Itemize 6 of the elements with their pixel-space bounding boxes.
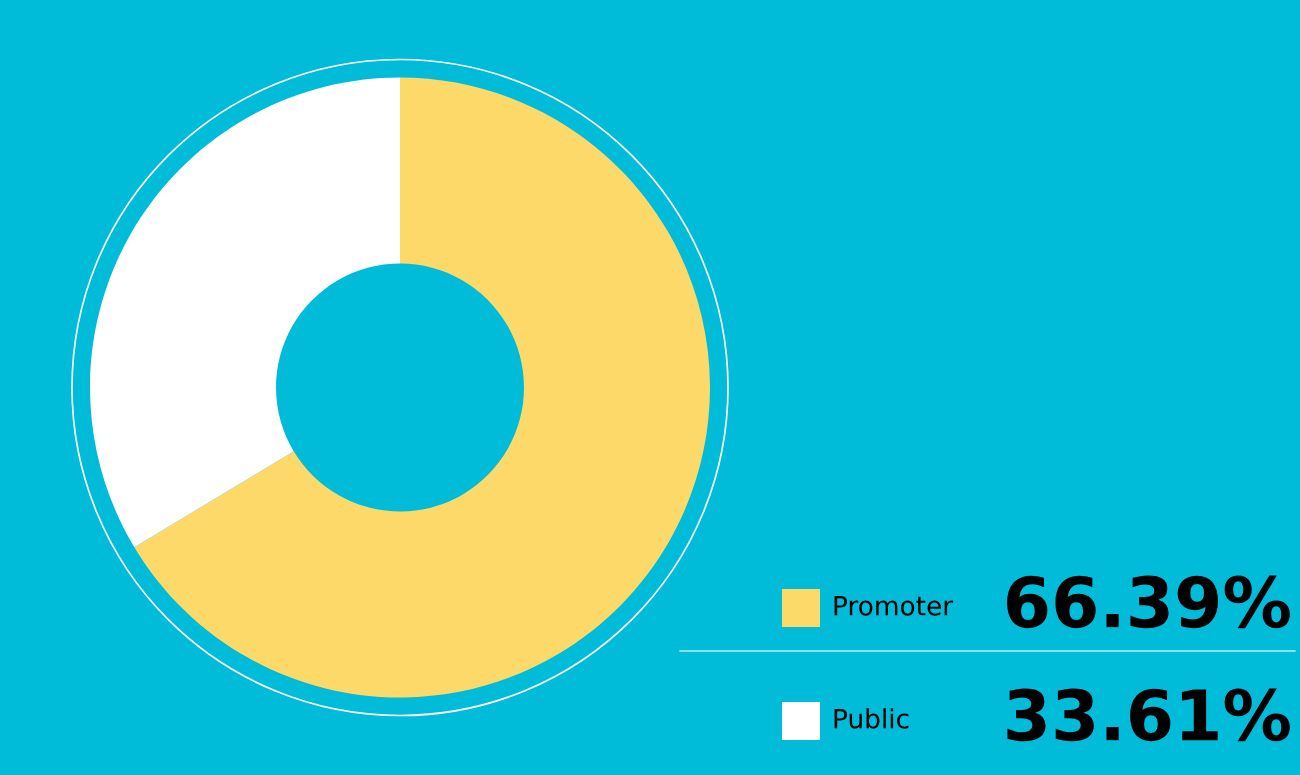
legend-label: Promoter bbox=[834, 596, 954, 616]
donut-slice bbox=[134, 77, 710, 698]
donut-slice bbox=[90, 77, 400, 548]
legend-label: Public bbox=[834, 708, 909, 729]
data-label: 33.61% bbox=[1007, 688, 1290, 742]
data-label: 66.39% bbox=[1007, 575, 1290, 629]
